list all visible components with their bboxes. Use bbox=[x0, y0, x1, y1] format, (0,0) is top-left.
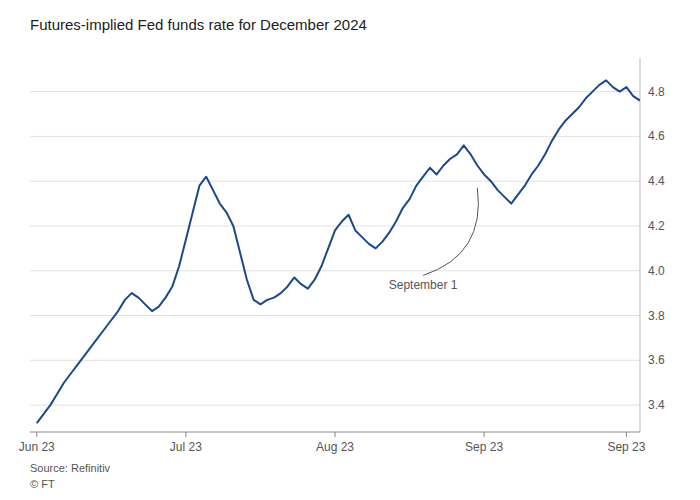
grid-line bbox=[30, 360, 640, 361]
x-tick bbox=[185, 432, 186, 437]
y-tick-label: 4.6 bbox=[648, 129, 665, 143]
grid-line bbox=[30, 225, 640, 226]
x-tick-label: Sep 23 bbox=[607, 440, 645, 454]
grid-line bbox=[30, 91, 640, 92]
x-tick bbox=[484, 432, 485, 437]
x-tick-label: Sep 23 bbox=[465, 440, 503, 454]
y-tick-label: 3.6 bbox=[648, 353, 665, 367]
line bbox=[37, 80, 640, 423]
x-tick bbox=[36, 432, 37, 437]
x-tick bbox=[335, 432, 336, 437]
y-axis-line bbox=[640, 58, 641, 432]
y-tick-label: 4.8 bbox=[648, 85, 665, 99]
x-tick-label: Aug 23 bbox=[316, 440, 354, 454]
y-grid bbox=[30, 92, 640, 406]
y-tick-label: 4.2 bbox=[648, 219, 665, 233]
x-tick-label: Jun 23 bbox=[19, 440, 55, 454]
y-tick-label: 3.4 bbox=[648, 398, 665, 412]
grid-line bbox=[30, 315, 640, 316]
grid-line bbox=[30, 136, 640, 137]
grid-line bbox=[30, 181, 640, 182]
y-tick-label: 3.8 bbox=[648, 309, 665, 323]
credit: © FT bbox=[30, 478, 55, 490]
annotation: September 1 bbox=[389, 278, 458, 292]
grid-line bbox=[30, 405, 640, 406]
y-tick-label: 4.0 bbox=[648, 264, 665, 278]
plot-area bbox=[37, 80, 640, 423]
annotation-connector bbox=[423, 188, 478, 276]
x-tick-label: Jul 23 bbox=[170, 440, 202, 454]
y-tick-label: 4.4 bbox=[648, 174, 665, 188]
x-tick bbox=[626, 432, 627, 437]
title: Futures-implied Fed funds rate for Decem… bbox=[30, 16, 367, 33]
chart: Futures-implied Fed funds rate for Decem… bbox=[0, 0, 700, 500]
grid-line bbox=[30, 270, 640, 271]
source: Source: Refinitiv bbox=[30, 462, 111, 474]
